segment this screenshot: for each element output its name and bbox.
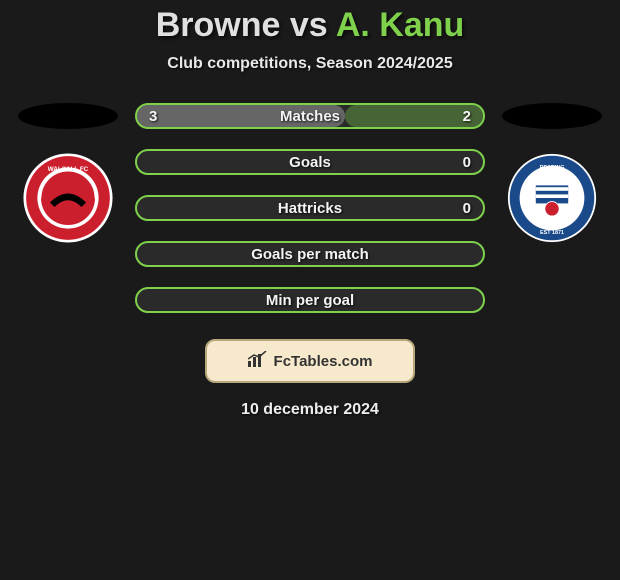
svg-text:EST 1871: EST 1871 (540, 230, 564, 236)
stat-value-right: 0 (463, 154, 471, 171)
stat-label: Min per goal (137, 292, 483, 309)
stat-label: Matches (137, 108, 483, 125)
walsall-fc-badge: WALSALL FC (23, 153, 113, 243)
svg-text:READING: READING (540, 165, 565, 171)
stat-value-right: 0 (463, 200, 471, 217)
left-side: WALSALL FC (13, 103, 123, 243)
stat-bar-goals-per-match: Goals per match (135, 241, 485, 267)
stat-bar-min-per-goal: Min per goal (135, 287, 485, 313)
main-row: WALSALL FC 3Matches2Goals0Hattricks0Goal… (0, 103, 620, 313)
chart-icon (248, 351, 268, 371)
player2-name: A. Kanu (336, 6, 464, 44)
svg-text:WALSALL FC: WALSALL FC (48, 166, 89, 173)
stat-bar-goals: Goals0 (135, 149, 485, 175)
player1-name: Browne (156, 6, 281, 44)
player2-shadow-ellipse (502, 103, 602, 129)
date-text: 10 december 2024 (241, 401, 379, 419)
player1-shadow-ellipse (18, 103, 118, 129)
stat-label: Goals per match (137, 246, 483, 263)
stat-label: Hattricks (137, 200, 483, 217)
stat-bar-matches: 3Matches2 (135, 103, 485, 129)
subtitle: Club competitions, Season 2024/2025 (167, 55, 452, 73)
vs-text: vs (290, 6, 328, 44)
stats-column: 3Matches2Goals0Hattricks0Goals per match… (135, 103, 485, 313)
stat-bar-hattricks: Hattricks0 (135, 195, 485, 221)
comparison-infographic: Browne vs A. Kanu Club competitions, Sea… (0, 0, 620, 580)
stat-value-right: 2 (463, 108, 471, 125)
brand-text: FcTables.com (274, 353, 373, 370)
brand-box: FcTables.com (205, 339, 415, 383)
stat-label: Goals (137, 154, 483, 171)
title: Browne vs A. Kanu (156, 6, 465, 45)
reading-fc-badge: READING EST 1871 (507, 153, 597, 243)
right-side: READING EST 1871 (497, 103, 607, 243)
